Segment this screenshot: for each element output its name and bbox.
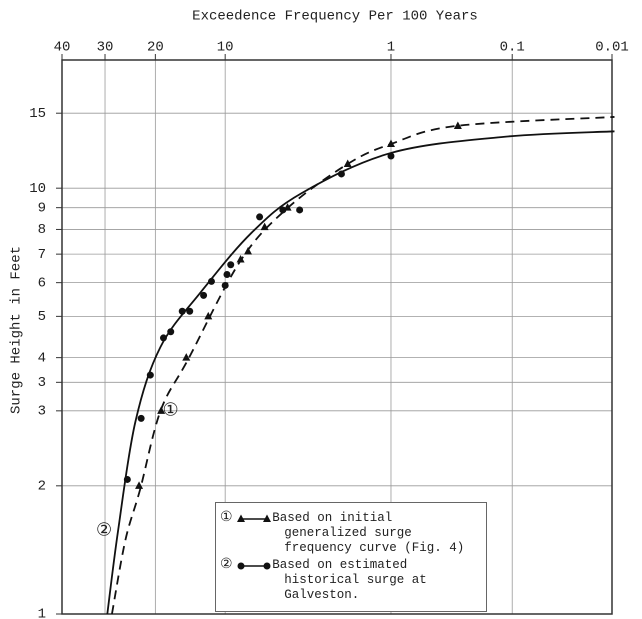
x-tick-label: 20 — [147, 40, 164, 56]
curve-label: ① — [162, 402, 178, 422]
y-tick-label: 10 — [29, 181, 46, 197]
x-tick-label: 0.01 — [595, 40, 629, 56]
y-tick-label: 2 — [38, 479, 46, 495]
legend-entry: ① Based on initial generalized surge freq… — [220, 511, 482, 556]
triangle-marker — [453, 121, 462, 129]
triangle-marker — [237, 514, 246, 522]
triangle-marker — [204, 311, 213, 320]
circle-marker — [256, 213, 264, 221]
x-tick-label: 40 — [54, 40, 71, 56]
x-tick-label: 1 — [387, 40, 395, 56]
legend-curve-label: ② — [220, 557, 233, 573]
triangle-marker — [263, 514, 272, 522]
y-axis-label: Surge Height in Feet — [9, 246, 25, 414]
y-tick-label: 9 — [38, 200, 46, 216]
curve-label: ② — [96, 521, 112, 541]
circle-marker — [123, 475, 131, 483]
circle-marker — [146, 371, 154, 379]
plot-frame — [61, 59, 613, 615]
x-tick-label: 0.1 — [500, 40, 525, 56]
y-tick-label: 5 — [38, 309, 46, 325]
circle-marker — [227, 261, 235, 269]
triangle-marker — [343, 159, 352, 167]
chart-title: Exceedence Frequency Per 100 Years — [192, 9, 478, 25]
triangle-marker — [135, 481, 144, 489]
circle-marker — [237, 562, 245, 570]
x-tick-label: 10 — [217, 40, 234, 56]
circle-marker — [279, 206, 287, 214]
circle-marker — [337, 170, 345, 178]
circle-marker — [387, 152, 395, 160]
legend-entry: ② Based on estimated historical surge at … — [220, 558, 482, 603]
circle-marker — [223, 271, 231, 279]
y-tick-label: 3 — [38, 404, 46, 420]
y-tick-label: 1 — [38, 607, 46, 619]
triangle-marker — [386, 139, 395, 147]
legend-label: Based on estimated historical surge at G… — [272, 558, 427, 602]
triangle-marker — [182, 353, 191, 361]
circle-marker — [296, 206, 304, 214]
circle-marker — [159, 334, 167, 342]
circle-marker — [207, 277, 215, 285]
triangle-marker — [260, 222, 269, 231]
circle-marker — [167, 328, 175, 336]
circle-marker — [263, 562, 271, 570]
legend-swatch — [237, 562, 271, 570]
y-tick-label: 15 — [29, 106, 46, 122]
circle-marker — [200, 291, 208, 299]
x-tick-label: 30 — [97, 40, 114, 56]
y-tick-label: 8 — [38, 222, 46, 238]
y-tick-label: 6 — [38, 275, 46, 291]
y-tick-label: 3 — [38, 375, 46, 391]
y-tick-label: 7 — [38, 247, 46, 263]
triangle-marker — [244, 247, 253, 255]
legend-label: Based on initial generalized surge frequ… — [272, 511, 465, 555]
circle-marker — [178, 307, 186, 315]
circle-marker — [221, 281, 229, 289]
triangle-marker — [236, 255, 245, 263]
circle-marker — [137, 414, 145, 422]
circle-marker — [186, 307, 194, 315]
y-tick-label: 4 — [38, 350, 46, 366]
legend: ① Based on initial generalized surge freq… — [215, 502, 487, 612]
triangle-marker — [157, 406, 166, 414]
legend-swatch — [237, 514, 272, 522]
curve — [106, 130, 615, 615]
legend-curve-label: ① — [220, 510, 233, 526]
